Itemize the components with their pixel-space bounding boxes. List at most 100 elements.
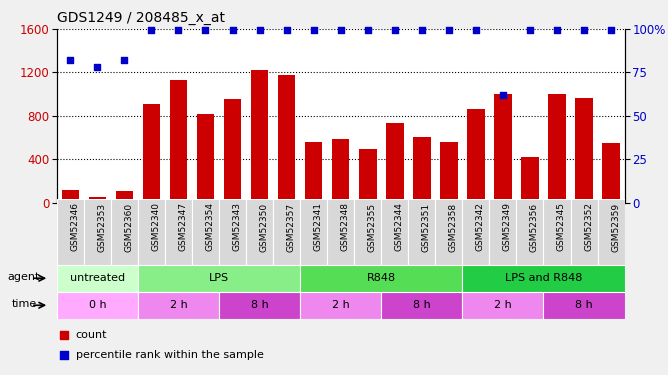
Text: GSM52360: GSM52360: [124, 202, 134, 252]
Text: GSM52351: GSM52351: [422, 202, 431, 252]
Bar: [57, 292, 138, 319]
Bar: [327, 199, 354, 265]
Bar: [598, 199, 625, 265]
Point: [578, 27, 589, 33]
Text: GSM52345: GSM52345: [557, 202, 566, 251]
Bar: [84, 199, 111, 265]
Text: R848: R848: [367, 273, 396, 283]
Point: [309, 27, 319, 33]
Point: [389, 27, 400, 33]
Bar: [165, 199, 192, 265]
Bar: [462, 292, 544, 319]
Bar: [516, 199, 544, 265]
Bar: [332, 139, 349, 203]
Bar: [440, 142, 458, 203]
Bar: [273, 199, 300, 265]
Text: 2 h: 2 h: [332, 300, 349, 310]
Text: GSM52353: GSM52353: [98, 202, 106, 252]
Bar: [57, 265, 138, 292]
Bar: [111, 199, 138, 265]
Text: time: time: [11, 299, 37, 309]
Point: [416, 27, 427, 33]
Text: GSM52342: GSM52342: [476, 202, 485, 251]
Bar: [219, 199, 246, 265]
Text: LPS: LPS: [209, 273, 229, 283]
Point: [524, 27, 535, 33]
Bar: [386, 123, 403, 203]
Text: count: count: [75, 330, 107, 340]
Text: GSM52347: GSM52347: [178, 202, 188, 251]
Point: [444, 27, 454, 33]
Text: GSM52359: GSM52359: [611, 202, 620, 252]
Text: 2 h: 2 h: [494, 300, 512, 310]
Point: [606, 27, 617, 33]
Text: agent: agent: [8, 272, 40, 282]
Bar: [381, 292, 462, 319]
Bar: [408, 199, 436, 265]
Point: [397, 196, 408, 202]
Text: GSM52355: GSM52355: [367, 202, 377, 252]
Text: 2 h: 2 h: [170, 300, 187, 310]
Bar: [603, 143, 620, 203]
Bar: [359, 150, 377, 203]
Text: GSM52344: GSM52344: [395, 202, 403, 251]
Text: GSM52341: GSM52341: [314, 202, 323, 251]
Text: GSM52348: GSM52348: [341, 202, 349, 251]
Bar: [462, 265, 625, 292]
Point: [255, 27, 265, 33]
Text: GSM52357: GSM52357: [287, 202, 296, 252]
Bar: [192, 199, 219, 265]
Point: [227, 27, 238, 33]
Point: [281, 27, 292, 33]
Text: GSM52354: GSM52354: [206, 202, 214, 251]
Bar: [544, 292, 625, 319]
Point: [146, 27, 157, 33]
Bar: [544, 199, 570, 265]
Bar: [138, 265, 300, 292]
Bar: [548, 94, 566, 203]
Text: LPS and R848: LPS and R848: [505, 273, 582, 283]
Text: GSM52350: GSM52350: [260, 202, 269, 252]
Bar: [61, 190, 79, 203]
Text: GSM52352: GSM52352: [584, 202, 593, 251]
Point: [200, 27, 211, 33]
Bar: [436, 199, 462, 265]
Bar: [219, 292, 300, 319]
Bar: [521, 157, 538, 203]
Bar: [413, 138, 431, 203]
Point: [498, 92, 508, 98]
Text: untreated: untreated: [69, 273, 125, 283]
Bar: [250, 70, 269, 203]
Bar: [224, 99, 241, 203]
Bar: [196, 114, 214, 203]
Bar: [116, 191, 133, 203]
Text: 8 h: 8 h: [250, 300, 269, 310]
Bar: [570, 199, 598, 265]
Point: [362, 27, 373, 33]
Point: [173, 27, 184, 33]
Bar: [143, 104, 160, 203]
Bar: [462, 199, 490, 265]
Bar: [246, 199, 273, 265]
Bar: [300, 199, 327, 265]
Bar: [138, 199, 165, 265]
Bar: [57, 199, 84, 265]
Text: GSM52343: GSM52343: [232, 202, 242, 251]
Bar: [305, 142, 323, 203]
Text: 8 h: 8 h: [575, 300, 593, 310]
Text: 0 h: 0 h: [89, 300, 106, 310]
Text: GSM52358: GSM52358: [449, 202, 458, 252]
Point: [552, 27, 562, 33]
Text: GDS1249 / 208485_x_at: GDS1249 / 208485_x_at: [57, 11, 224, 25]
Bar: [300, 292, 381, 319]
Point: [65, 57, 75, 63]
Bar: [278, 75, 295, 203]
Text: 8 h: 8 h: [413, 300, 431, 310]
Text: percentile rank within the sample: percentile rank within the sample: [75, 350, 263, 360]
Bar: [575, 98, 593, 203]
Bar: [138, 292, 219, 319]
Text: GSM52346: GSM52346: [70, 202, 79, 251]
Bar: [300, 265, 462, 292]
Bar: [170, 80, 187, 203]
Text: GSM52349: GSM52349: [503, 202, 512, 251]
